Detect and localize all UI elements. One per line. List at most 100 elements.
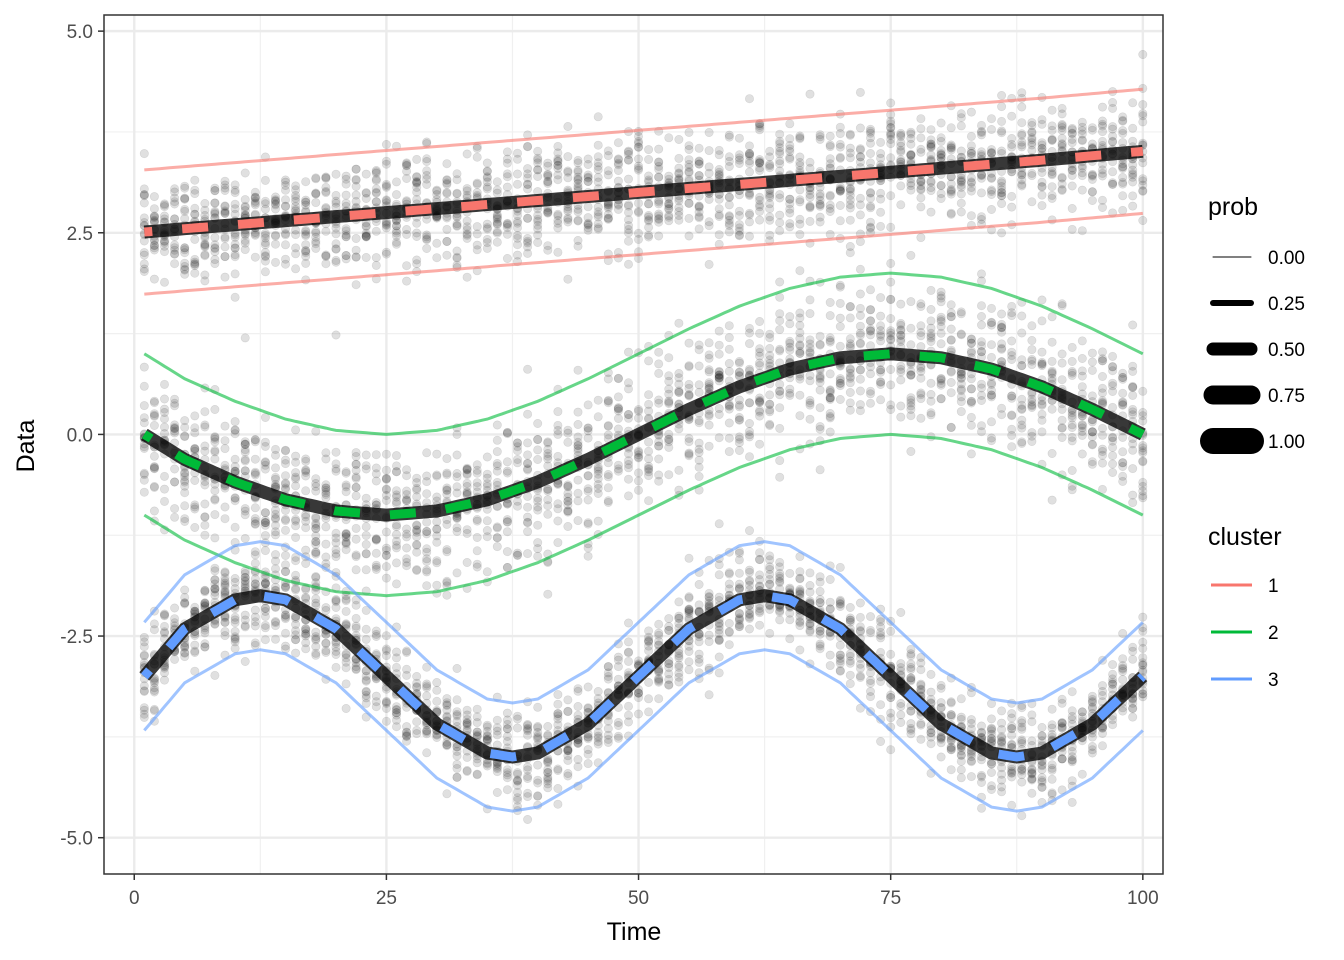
scatter-point: [1098, 388, 1108, 398]
scatter-point: [896, 710, 906, 720]
scatter-point: [351, 182, 361, 192]
scatter-point: [250, 503, 260, 513]
scatter-point: [815, 572, 825, 582]
scatter-point: [785, 204, 795, 214]
scatter-point: [734, 432, 744, 442]
scatter-point: [502, 768, 512, 778]
scatter-point: [553, 218, 563, 228]
scatter-point: [512, 148, 522, 158]
scatter-point: [432, 580, 442, 590]
scatter-point: [492, 219, 502, 229]
scatter-point: [502, 219, 512, 229]
scatter-point: [301, 246, 311, 256]
scatter-point: [704, 128, 714, 138]
scatter-point: [1087, 427, 1097, 437]
scatter-point: [1108, 351, 1118, 361]
scatter-point: [583, 219, 593, 229]
scatter-point: [180, 269, 190, 279]
scatter-point: [200, 199, 210, 209]
scatter-point: [1077, 185, 1087, 195]
scatter-point: [472, 532, 482, 542]
scatter-point: [200, 241, 210, 251]
scatter-point: [714, 519, 724, 529]
scatter-point: [714, 373, 724, 383]
scatter-point: [301, 624, 311, 634]
scatter-point: [623, 174, 633, 184]
scatter-point: [523, 179, 533, 189]
scatter-point: [200, 480, 210, 490]
scatter-point: [533, 224, 543, 234]
scatter-point: [412, 485, 422, 495]
scatter-point: [936, 181, 946, 191]
scatter-point: [694, 654, 704, 664]
scatter-point: [704, 365, 714, 375]
scatter-point: [553, 211, 563, 221]
scatter-point: [280, 185, 290, 195]
scatter-point: [341, 232, 351, 242]
scatter-point: [1007, 430, 1017, 440]
scatter-point: [623, 221, 633, 231]
scatter-point: [452, 568, 462, 578]
scatter-point: [331, 330, 341, 340]
scatter-point: [160, 407, 170, 417]
scatter-point: [492, 210, 502, 220]
scatter-point: [402, 161, 412, 171]
scatter-point: [906, 398, 916, 408]
scatter-point: [351, 613, 361, 623]
scatter-point: [291, 243, 301, 253]
scatter-point: [240, 622, 250, 632]
scatter-point: [623, 347, 633, 357]
scatter-point: [654, 619, 664, 629]
scatter-point: [946, 185, 956, 195]
scatter-point: [220, 208, 230, 218]
scatter-point: [422, 748, 432, 758]
scatter-point: [997, 228, 1007, 238]
scatter-point: [825, 142, 835, 152]
scatter-point: [523, 242, 533, 252]
scatter-point: [190, 423, 200, 433]
scatter-point: [865, 222, 875, 232]
scatter-point: [180, 585, 190, 595]
scatter-point: [482, 732, 492, 742]
scatter-point: [553, 163, 563, 173]
scatter-point: [149, 482, 159, 492]
scatter-point: [139, 236, 149, 246]
scatter-point: [351, 234, 361, 244]
scatter-point: [684, 433, 694, 443]
scatter-point: [482, 173, 492, 183]
scatter-point: [230, 292, 240, 302]
scatter-point: [553, 161, 563, 171]
scatter-point: [230, 209, 240, 219]
scatter-point: [845, 365, 855, 375]
scatter-point: [331, 649, 341, 659]
scatter-point: [180, 514, 190, 524]
scatter-point: [1087, 391, 1097, 401]
scatter-point: [250, 192, 260, 202]
scatter-point: [170, 240, 180, 250]
scatter-point: [230, 243, 240, 253]
scatter-point: [280, 195, 290, 205]
scatter-point: [412, 194, 422, 204]
scatter-point: [391, 653, 401, 663]
scatter-point: [1098, 347, 1108, 357]
scatter-point: [280, 202, 290, 212]
scatter-point: [321, 522, 331, 532]
scatter-point: [936, 339, 946, 349]
scatter-point: [190, 261, 200, 271]
scatter-point: [724, 418, 734, 428]
scatter-point: [1007, 308, 1017, 318]
scatter-point: [1128, 201, 1138, 211]
scatter-point: [886, 692, 896, 702]
scatter-point: [805, 193, 815, 203]
scatter-point: [502, 220, 512, 230]
scatter-point: [664, 133, 674, 143]
scatter-point: [613, 155, 623, 165]
scatter-point: [563, 167, 573, 177]
scatter-point: [210, 206, 220, 216]
scatter-point: [190, 203, 200, 213]
scatter-point: [946, 324, 956, 334]
scatter-point: [442, 454, 452, 464]
scatter-point: [734, 133, 744, 143]
scatter-point: [876, 221, 886, 231]
scatter-point: [684, 379, 694, 389]
